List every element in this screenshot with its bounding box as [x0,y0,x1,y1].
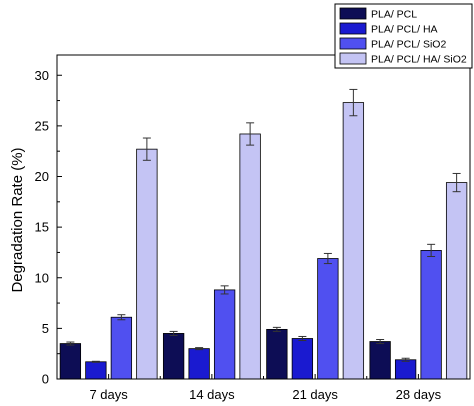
bar [213,289,236,380]
legend-label: PLA/ PCL/ SiO2 [371,39,446,51]
bar [136,148,158,380]
bar [317,258,339,380]
legend-label: PLA/ PCL [371,9,417,21]
y-tick-label: 5 [42,321,49,336]
bar [162,333,185,380]
legend-label: PLA/ PCL/ HA [371,24,438,36]
bar [239,133,261,380]
bar [394,359,417,380]
y-axis-title: Degradation Rate (%) [9,147,26,292]
bar [420,250,442,380]
y-tick-label: 30 [35,68,49,83]
bar [85,361,107,380]
x-tick-label: 7 days [89,387,128,402]
bar [342,102,365,380]
x-tick-label: 21 days [292,387,338,402]
y-tick-label: 15 [35,220,49,235]
y-tick-label: 25 [35,118,49,133]
bar [291,338,314,380]
bars-layer [59,102,468,380]
bar [266,328,288,380]
bar [188,348,210,380]
x-tick-label: 14 days [189,387,235,402]
error-bars-layer [66,88,461,363]
legend-label: PLA/ PCL/ HA/ SiO2 [371,54,467,66]
bar [445,182,468,380]
legend-swatch [339,22,367,35]
bar [110,316,133,380]
legend-swatch [339,52,367,65]
x-tick-label: 28 days [396,387,442,402]
bar [59,343,82,380]
y-tick-label: 0 [42,372,49,387]
y-tick-label: 20 [35,169,49,184]
legend-swatch [339,7,367,20]
legend-swatch [339,37,367,50]
bar [369,341,391,380]
y-axis: 0 5 10 15 20 25 30 [35,68,62,387]
x-axis: 7 days 14 days 21 days 28 days [89,374,442,402]
legend: PLA/ PCL PLA/ PCL/ HA PLA/ PCL/ SiO2 PLA/ P… [334,3,473,69]
y-tick-label: 10 [35,270,49,285]
